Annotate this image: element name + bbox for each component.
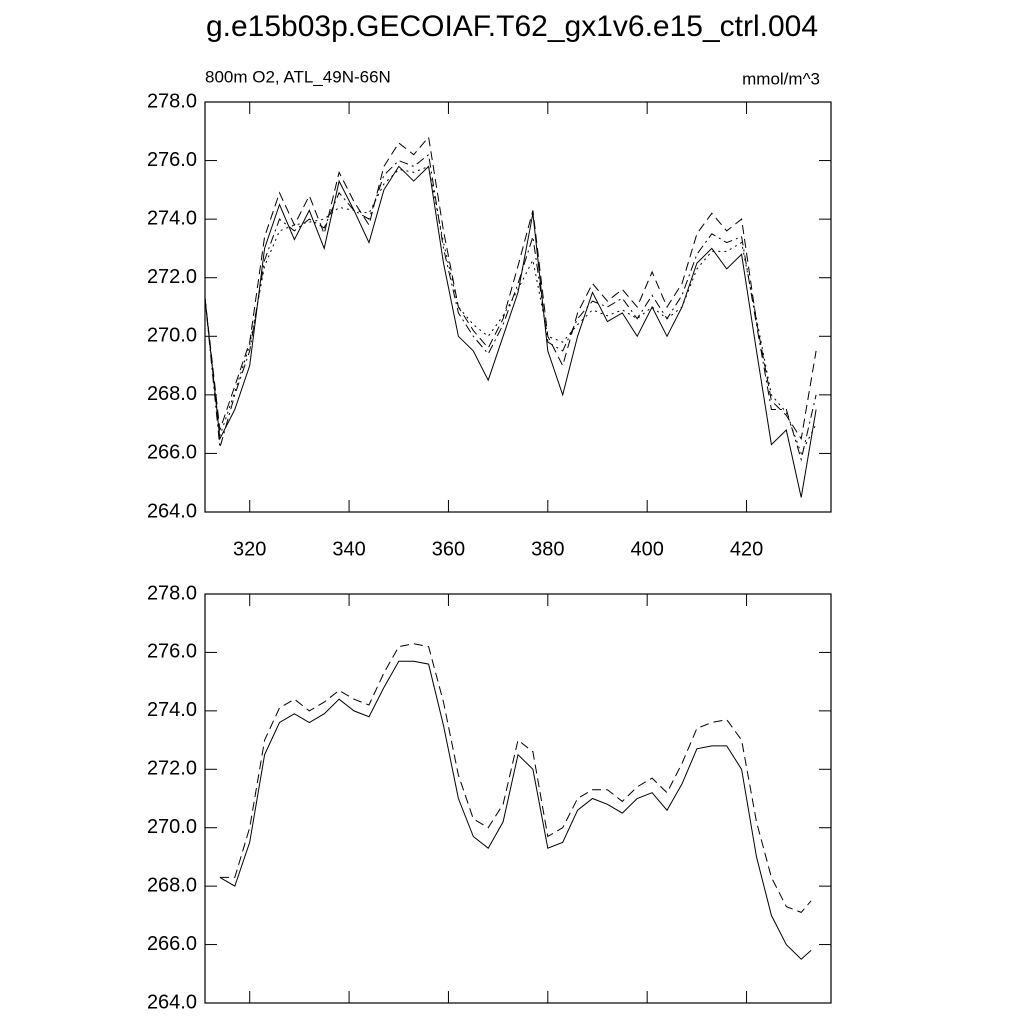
series-line <box>219 643 812 913</box>
plot-frame <box>204 101 832 513</box>
y-tick-label: 276.0 <box>147 149 197 171</box>
y-tick-label: 268.0 <box>147 874 197 896</box>
y-tick-label: 266.0 <box>147 933 197 955</box>
y-tick-label: 278.0 <box>147 90 197 112</box>
series-line <box>219 660 812 960</box>
series-line <box>204 153 817 462</box>
x-tick-label: 340 <box>332 538 365 560</box>
x-tick-label: 380 <box>531 538 564 560</box>
y-tick-label: 272.0 <box>147 266 197 288</box>
y-tick-label: 264.0 <box>147 991 197 1013</box>
series-line <box>204 165 817 498</box>
plot-frame <box>204 593 832 1004</box>
y-tick-label: 278.0 <box>147 582 197 604</box>
y-tick-label: 270.0 <box>147 816 197 838</box>
y-tick-label: 264.0 <box>147 500 197 522</box>
series-line <box>204 165 817 455</box>
y-tick-label: 274.0 <box>147 207 197 229</box>
y-tick-label: 268.0 <box>147 383 197 405</box>
x-tick-label: 420 <box>730 538 763 560</box>
y-tick-label: 266.0 <box>147 442 197 464</box>
left-subtitle: 800m O2, ATL_49N-66N <box>205 67 391 86</box>
x-tick-label: 320 <box>233 538 266 560</box>
chart-title: g.e15b03p.GECOIAF.T62_gx1v6.e15_ctrl.004 <box>206 10 818 43</box>
right-subtitle: mmol/m^3 <box>742 69 820 88</box>
y-tick-label: 272.0 <box>147 758 197 780</box>
y-tick-label: 274.0 <box>147 699 197 721</box>
series-line <box>204 135 817 441</box>
y-tick-label: 270.0 <box>147 325 197 347</box>
x-tick-label: 360 <box>432 538 465 560</box>
x-tick-label: 400 <box>630 538 663 560</box>
y-tick-label: 276.0 <box>147 641 197 663</box>
